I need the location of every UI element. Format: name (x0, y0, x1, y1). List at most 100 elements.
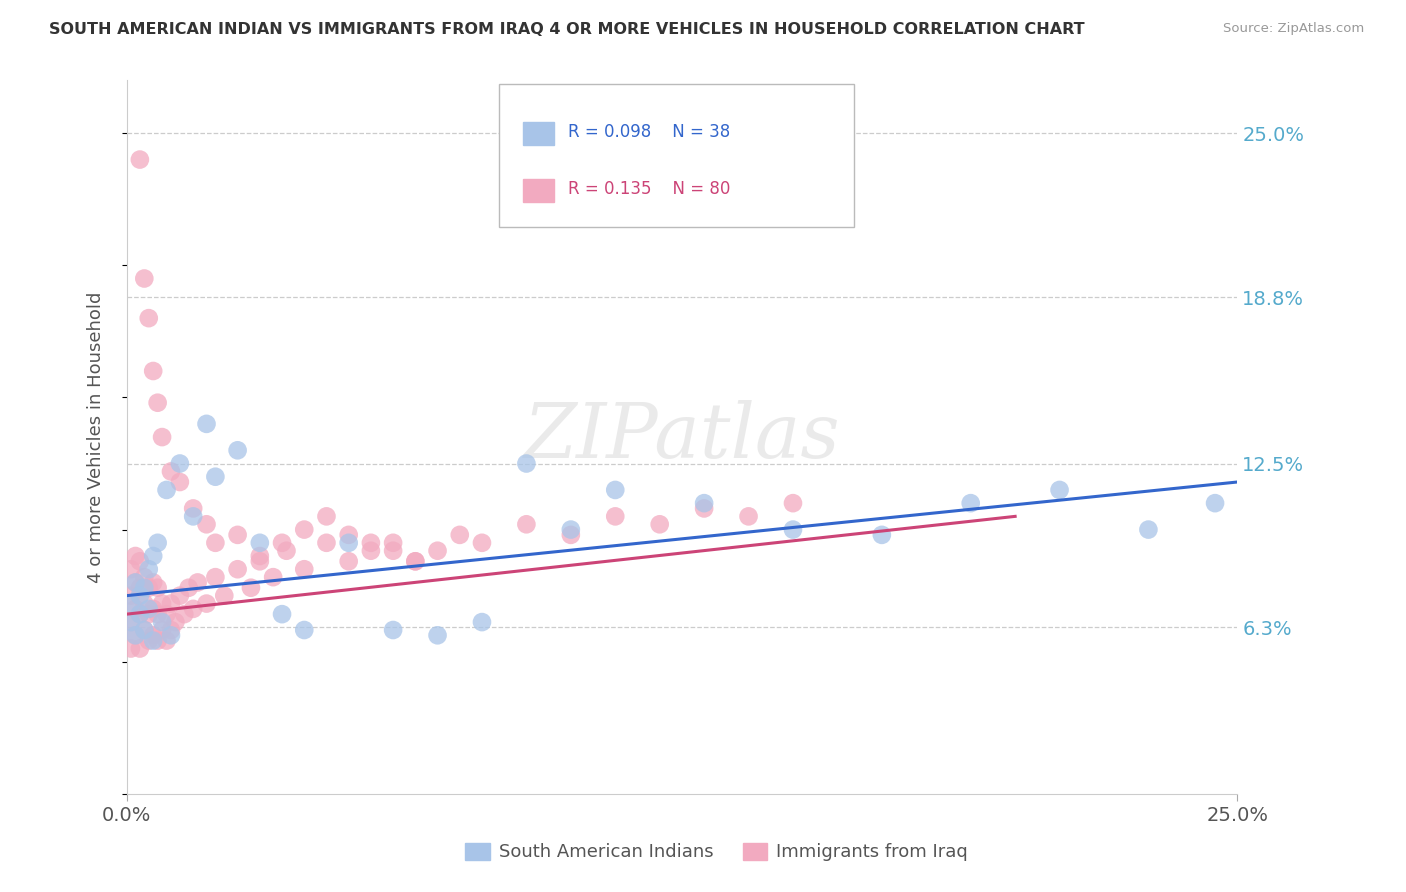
Point (560, 528, 582, 542)
Point (138, 581, 160, 595)
Point (1049, 483, 1071, 497)
Point (128, 581, 150, 595)
Point (382, 623, 405, 637)
Point (204, 570, 226, 584)
Point (782, 523, 804, 537)
Point (195, 597, 218, 611)
Point (471, 615, 494, 629)
Point (187, 575, 209, 590)
Point (134, 271, 156, 285)
Point (560, 523, 582, 537)
Point (142, 364, 165, 378)
Point (150, 430, 173, 444)
Point (138, 602, 160, 616)
Point (382, 543, 405, 558)
Point (138, 311, 160, 326)
Point (155, 633, 177, 648)
Point (737, 509, 759, 524)
Point (249, 536, 271, 550)
Point (150, 615, 173, 629)
Point (292, 523, 315, 537)
Point (404, 554, 426, 568)
Text: SOUTH AMERICAN INDIAN VS IMMIGRANTS FROM IRAQ 4 OR MORE VEHICLES IN HOUSEHOLD CO: SOUTH AMERICAN INDIAN VS IMMIGRANTS FROM… (49, 22, 1085, 37)
Point (648, 517, 671, 532)
Point (128, 607, 150, 622)
Point (782, 496, 804, 510)
Point (404, 554, 426, 568)
Point (515, 517, 537, 532)
Point (155, 607, 177, 622)
Point (128, 153, 150, 167)
Point (169, 589, 191, 603)
Point (249, 554, 271, 568)
FancyBboxPatch shape (499, 84, 853, 227)
Point (169, 457, 191, 471)
Point (134, 570, 156, 584)
Point (120, 597, 142, 611)
Point (120, 589, 142, 603)
Point (337, 528, 360, 542)
Bar (523, 121, 554, 145)
Point (134, 623, 156, 637)
Point (426, 628, 449, 642)
Point (315, 509, 337, 524)
Point (382, 536, 405, 550)
Point (360, 536, 382, 550)
Point (471, 536, 494, 550)
Text: Source: ZipAtlas.com: Source: ZipAtlas.com (1223, 22, 1364, 36)
Point (195, 417, 218, 431)
Point (120, 562, 142, 576)
Text: Immigrants from Iraq: Immigrants from Iraq (776, 843, 969, 861)
Point (142, 549, 165, 563)
Point (128, 554, 150, 568)
Point (120, 615, 142, 629)
Point (426, 543, 449, 558)
Point (160, 628, 183, 642)
Point (515, 457, 537, 471)
Point (160, 465, 183, 479)
Point (142, 575, 165, 590)
Point (142, 602, 165, 616)
Point (146, 395, 169, 409)
Point (138, 633, 160, 648)
Point (605, 509, 627, 524)
Point (239, 581, 262, 595)
Bar (742, 843, 768, 860)
Point (181, 501, 204, 516)
Bar (523, 178, 554, 202)
Point (146, 607, 169, 622)
Point (169, 475, 191, 489)
Point (262, 570, 284, 584)
Point (150, 623, 173, 637)
Point (128, 607, 150, 622)
Point (160, 623, 183, 637)
Point (173, 607, 195, 622)
Point (142, 633, 165, 648)
Point (204, 536, 226, 550)
Point (124, 575, 146, 590)
Text: R = 0.135    N = 80: R = 0.135 N = 80 (568, 180, 730, 198)
Point (271, 607, 294, 622)
Point (693, 501, 716, 516)
Point (292, 562, 315, 576)
Point (124, 628, 146, 642)
Point (1204, 496, 1226, 510)
Point (276, 543, 298, 558)
Point (160, 597, 183, 611)
Point (124, 549, 146, 563)
Point (138, 607, 160, 622)
Point (449, 528, 471, 542)
Point (605, 483, 627, 497)
Point (124, 628, 146, 642)
Point (204, 469, 226, 483)
Y-axis label: 4 or more Vehicles in Household: 4 or more Vehicles in Household (87, 292, 105, 582)
Point (226, 528, 249, 542)
Point (134, 623, 156, 637)
Point (124, 602, 146, 616)
Point (146, 536, 169, 550)
Point (181, 602, 204, 616)
Point (134, 597, 156, 611)
Point (693, 496, 716, 510)
Point (1137, 523, 1160, 537)
Point (337, 554, 360, 568)
